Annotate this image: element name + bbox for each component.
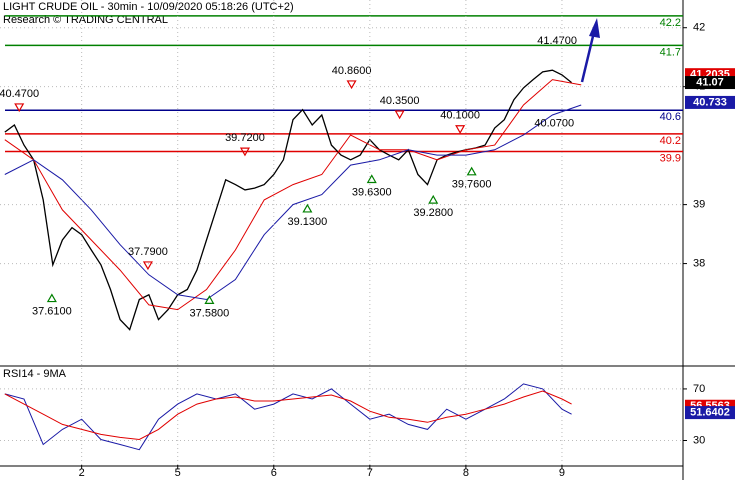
level-label: 41.7: [660, 46, 681, 58]
pivot-label: 37.7900: [128, 246, 168, 258]
x-tick-label: 7: [367, 467, 373, 479]
x-tick-label: 8: [463, 467, 469, 479]
pivot-low-marker: [366, 174, 377, 184]
x-tick-label: 5: [175, 467, 181, 479]
y-tick-label: 70: [693, 383, 705, 395]
pivot-label: 40.4700: [0, 88, 39, 100]
pivot-label: 40.1000: [440, 110, 480, 122]
pivot-label: 39.7600: [452, 179, 492, 191]
y-tick-label: 39: [693, 199, 705, 211]
pivot-label: 40.3500: [380, 95, 420, 107]
series-line: [4, 104, 582, 301]
level-label: 42.2: [660, 17, 681, 29]
price-label: 51.6402: [690, 407, 730, 419]
pivot-label: 37.5800: [190, 307, 230, 319]
chart-subtitle: Research © TRADING CENTRAL: [3, 14, 168, 26]
price-label: 41.07: [696, 76, 724, 88]
arrow-head: [589, 18, 600, 38]
y-tick-label: 42: [693, 22, 705, 34]
pivot-low-marker: [46, 293, 57, 303]
level-label: 40.6: [660, 111, 681, 123]
pivot-label: 41.4700: [537, 35, 577, 47]
x-tick-label: 2: [79, 467, 85, 479]
level-label: 39.9: [660, 152, 681, 164]
x-tick-label: 9: [559, 467, 565, 479]
pivot-label: 39.2800: [413, 207, 453, 219]
indicator-title: RSI14 - 9MA: [3, 368, 67, 380]
pivot-low-marker: [466, 166, 477, 176]
level-label: 40.2: [660, 135, 681, 147]
price-label: 40.733: [693, 96, 727, 108]
pivot-high-marker: [455, 125, 466, 134]
pivot-label: 40.8600: [332, 65, 372, 77]
pivot-label: 40.0700: [534, 117, 574, 129]
pivot-label: 39.6300: [352, 186, 392, 198]
y-tick-label: 30: [693, 434, 705, 446]
pivot-high-marker: [394, 110, 405, 120]
pivot-high-marker: [14, 103, 25, 113]
y-tick-label: 38: [693, 257, 705, 269]
pivot-high-marker: [142, 261, 153, 271]
pivot-label: 37.6100: [32, 305, 72, 317]
pivot-low-marker: [302, 203, 313, 213]
pivot-low-marker: [428, 194, 439, 204]
trend-arrow: [580, 18, 600, 83]
chart-title: LIGHT CRUDE OIL - 30min - 10/09/2020 05:…: [3, 1, 294, 13]
pivot-label: 39.1300: [288, 216, 328, 228]
pivot-low-marker: [204, 295, 215, 304]
price-label-box: [685, 406, 735, 420]
pivot-high-marker: [346, 80, 357, 90]
pivot-high-marker: [239, 147, 250, 157]
series-line: [4, 79, 582, 311]
arrow-shaft: [580, 31, 596, 83]
price-label-box: [685, 76, 735, 90]
pivot-label: 39.7200: [225, 132, 265, 144]
price-label-box: [685, 95, 735, 109]
x-tick-label: 6: [271, 467, 277, 479]
series-line: [4, 390, 572, 441]
